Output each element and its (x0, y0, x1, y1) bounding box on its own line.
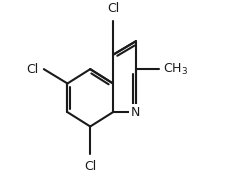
Text: CH$_3$: CH$_3$ (162, 62, 187, 77)
Text: Cl: Cl (26, 63, 39, 76)
Text: Cl: Cl (84, 160, 96, 173)
Text: N: N (130, 106, 140, 119)
Text: Cl: Cl (106, 2, 119, 15)
